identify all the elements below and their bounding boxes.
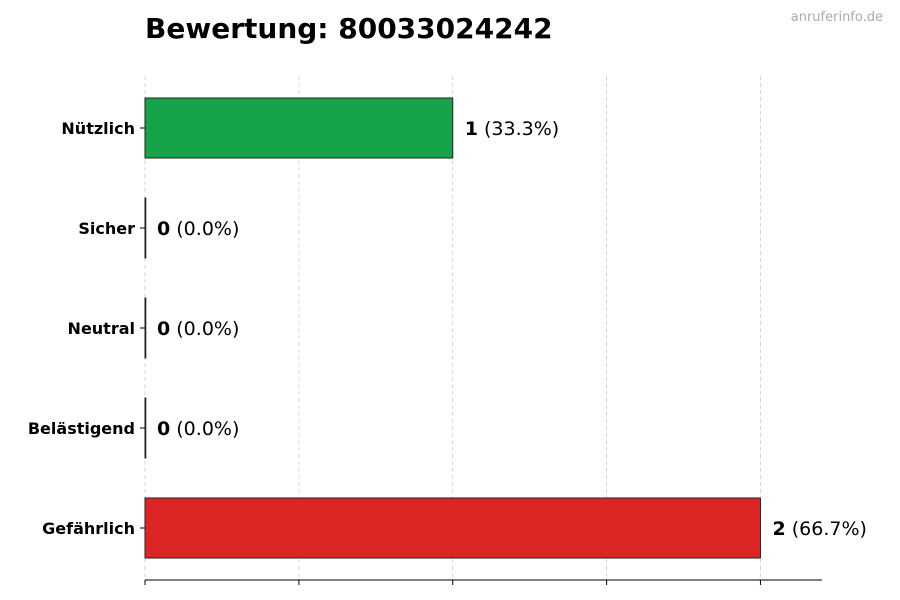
data-label: 0 (0.0%)	[157, 318, 239, 340]
data-label-value: 2	[772, 518, 785, 540]
data-label-value: 0	[157, 418, 170, 440]
bar	[144, 97, 454, 159]
data-label: 1 (33.3%)	[465, 118, 559, 140]
y-tick-label: Nützlich	[61, 119, 135, 138]
data-label-percent: (0.0%)	[170, 418, 239, 440]
data-label-percent: (0.0%)	[170, 218, 239, 240]
y-tick-label: Neutral	[68, 319, 135, 338]
data-label-value: 1	[465, 118, 478, 140]
y-tick-label: Sicher	[78, 219, 135, 238]
data-label-value: 0	[157, 318, 170, 340]
data-label: 0 (0.0%)	[157, 418, 239, 440]
bar	[144, 297, 147, 359]
data-label-percent: (66.7%)	[786, 518, 867, 540]
data-label: 0 (0.0%)	[157, 218, 239, 240]
bar	[144, 497, 761, 559]
bar	[144, 397, 147, 459]
data-label-percent: (0.0%)	[170, 318, 239, 340]
y-tick-label: Belästigend	[28, 419, 135, 438]
chart-title: Bewertung: 80033024242	[145, 12, 553, 45]
data-label-percent: (33.3%)	[478, 118, 559, 140]
data-label-value: 0	[157, 218, 170, 240]
bar	[144, 197, 147, 259]
y-tick-label: Gefährlich	[42, 519, 135, 538]
watermark: anruferinfo.de	[790, 10, 883, 25]
data-label: 2 (66.7%)	[772, 518, 866, 540]
